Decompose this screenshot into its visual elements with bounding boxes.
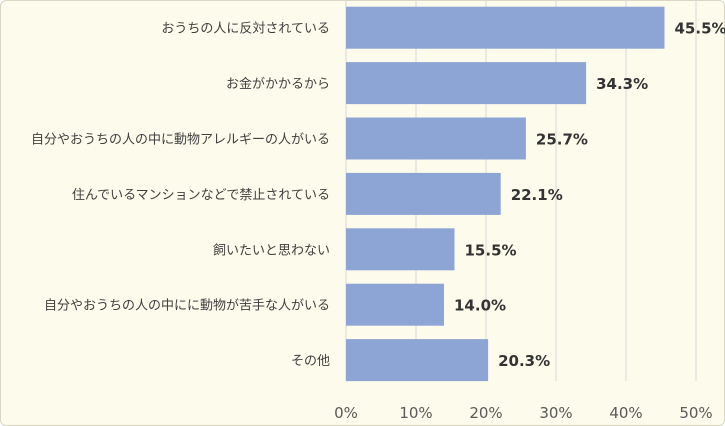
category-label: 自分やおうちの人の中にに動物が苦手な人がいる [44, 298, 330, 314]
category-label: おうちの人に反対されている [161, 22, 330, 37]
value-label: 20.3% [498, 352, 550, 370]
category-label: その他 [291, 354, 330, 369]
value-label: 45.5% [675, 20, 725, 38]
data-labels: 45.5% 34.3% 25.7% 22.1% 15.5% 14.0% 20.3% [454, 20, 725, 370]
bar [346, 339, 489, 382]
value-label: 34.3% [596, 75, 648, 93]
x-tick-label: 10% [399, 404, 432, 422]
category-label: 住んでいるマンションなどで禁止されている [72, 188, 330, 203]
category-labels: おうちの人に反対されているお金がかかるから自分やおうちの人の中に動物アレルギーの… [31, 22, 330, 369]
value-label: 15.5% [465, 241, 517, 259]
x-tick-label: 0% [334, 404, 358, 422]
bar [346, 6, 665, 49]
value-label: 25.7% [536, 131, 588, 149]
bar [346, 117, 526, 160]
category-label: 飼いたいと思わない [213, 243, 330, 258]
bar [346, 283, 444, 326]
x-tick-label: 50% [679, 404, 712, 422]
x-axis-ticks: 0% 10% 20% 30% 40% 50% [334, 404, 713, 422]
bar [346, 62, 587, 105]
bar [346, 172, 501, 215]
x-tick-label: 40% [609, 404, 642, 422]
value-label: 14.0% [454, 297, 506, 315]
bars [346, 6, 665, 382]
category-label: 自分やおうちの人の中に動物アレルギーの人がいる [31, 133, 330, 148]
bar [346, 228, 455, 271]
category-label: お金がかかるから [226, 76, 330, 92]
x-tick-label: 20% [469, 404, 502, 422]
x-tick-label: 30% [539, 404, 572, 422]
value-label: 22.1% [511, 186, 563, 204]
